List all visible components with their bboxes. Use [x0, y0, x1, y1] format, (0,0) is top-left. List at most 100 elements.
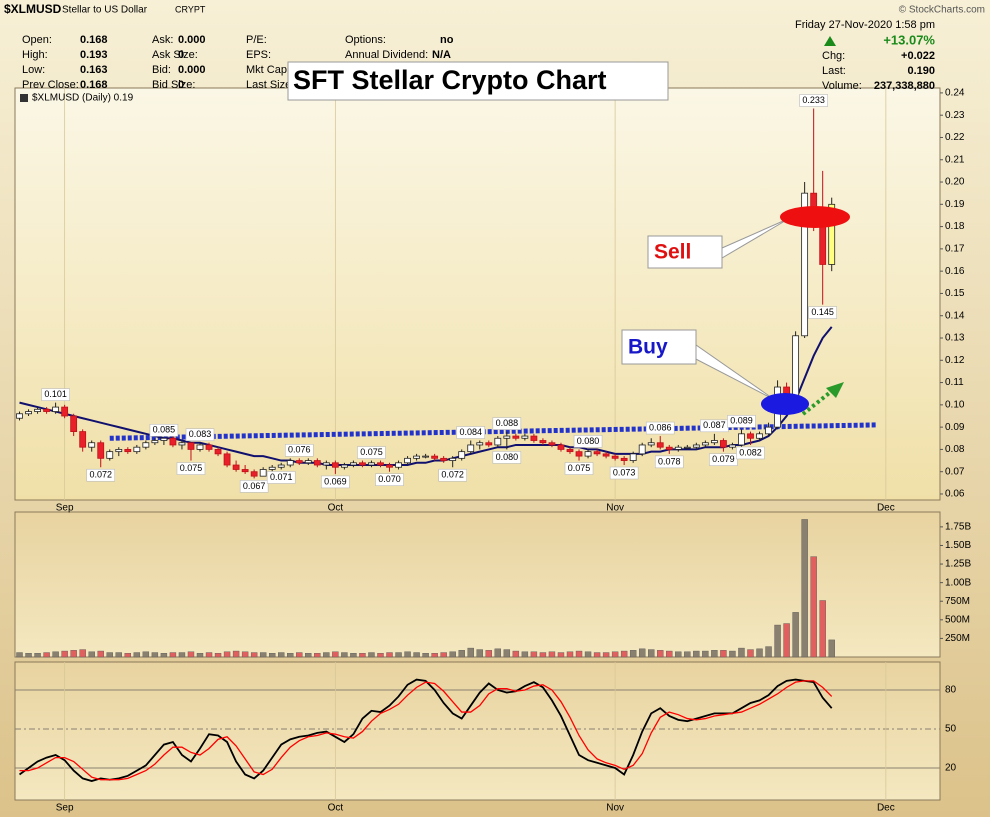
volume-bar: [530, 651, 538, 658]
candle-body: [97, 442, 105, 459]
candle-body: [584, 451, 592, 457]
volume-bar: [648, 649, 655, 658]
price-label: 0.069: [324, 476, 347, 486]
legend-icon: [20, 94, 28, 102]
volume-bar: [575, 650, 583, 658]
volume-bar: [512, 650, 520, 658]
candle-body: [43, 408, 50, 412]
price-label: 0.083: [189, 429, 212, 439]
candle-body: [359, 462, 366, 466]
price-label: 0.080: [496, 452, 519, 462]
price-label: 0.072: [441, 470, 464, 480]
field-value: 0: [178, 49, 184, 61]
volume-bar: [169, 652, 177, 658]
price-label: 0.075: [568, 463, 591, 473]
buy-label: Buy: [628, 336, 668, 359]
candle-body: [801, 192, 809, 337]
volume-bar: [25, 653, 32, 658]
volume-bar: [738, 647, 745, 658]
stoch-line: [18, 678, 833, 782]
y-tick-label: 50: [945, 724, 957, 735]
volume-bar: [386, 652, 393, 658]
y-tick-label: 0.10: [945, 399, 965, 410]
label-box: [808, 306, 837, 319]
x-tick-label: Nov: [606, 803, 624, 814]
candle-body: [575, 451, 583, 457]
label-box: [357, 446, 386, 459]
y-tick-label: 20: [945, 763, 957, 774]
volume-bar: [521, 651, 529, 658]
candle-body: [79, 431, 87, 448]
y-tick-label: 0.12: [945, 355, 965, 366]
field-label: Last Size:: [246, 79, 294, 91]
volume-bar: [557, 652, 565, 658]
volume-bar: [467, 647, 474, 658]
candle-body: [422, 455, 430, 458]
price-label: 0.233: [802, 95, 825, 105]
field-value: 237,338,880: [874, 80, 935, 92]
volume-bar: [792, 612, 799, 658]
price-label: 0.078: [658, 456, 681, 466]
candle-body: [268, 466, 276, 470]
y-tick-label: 0.11: [945, 377, 964, 388]
y-tick-label: 0.15: [945, 288, 965, 299]
field-label: Annual Dividend:: [345, 49, 428, 61]
candle-body: [70, 415, 78, 432]
candle-body: [765, 426, 772, 435]
y-tick-label: 0.07: [945, 466, 965, 477]
volume-bar: [97, 650, 104, 658]
volume-bar: [241, 651, 249, 658]
volume-bar: [124, 653, 132, 658]
x-tick-label: Oct: [328, 503, 344, 514]
label-box: [609, 466, 639, 480]
volume-bar: [413, 652, 420, 658]
candle-body: [503, 435, 511, 439]
field-value: 0: [178, 79, 184, 91]
volume-bar: [431, 653, 438, 658]
y-tick-label: 0.13: [945, 333, 965, 344]
price-label: 0.067: [243, 481, 266, 491]
y-tick-label: 0.06: [945, 489, 965, 500]
candle-body: [647, 442, 655, 446]
candle-body: [61, 406, 69, 417]
volume-bar: [323, 652, 330, 658]
y-tick-label: 0.14: [945, 310, 965, 321]
price-label: 0.084: [459, 427, 482, 437]
field-value: +0.022: [901, 50, 935, 62]
candle-body: [440, 457, 448, 461]
header: $XLMUSD Stellar to US Dollar CRYPT © Sto…: [4, 2, 985, 92]
volume-bar: [115, 652, 122, 658]
symbol-name: Stellar to US Dollar: [62, 5, 148, 16]
candle-body: [368, 462, 375, 466]
candle-body: [431, 455, 439, 459]
volume-bar: [287, 653, 294, 658]
volume-bar: [43, 652, 50, 658]
candle-body: [747, 433, 754, 439]
candle-body: [756, 433, 763, 439]
y-tick-label: 750M: [945, 596, 970, 607]
label-box: [321, 475, 350, 489]
y-tick-label: 0.20: [945, 177, 965, 188]
volume-bar: [422, 653, 429, 658]
x-tick-label: Oct: [328, 803, 344, 814]
volume-bar: [702, 650, 709, 658]
field-value: 0.190: [907, 65, 935, 77]
volume-bar: [620, 650, 628, 658]
field-label: P/E:: [246, 34, 267, 46]
volume-bar: [278, 652, 285, 658]
candle-body: [340, 464, 348, 468]
volume-bar: [783, 623, 790, 658]
candle-body: [151, 440, 159, 444]
field-value: 0.000: [178, 34, 206, 46]
candle-body: [458, 451, 466, 459]
price-label: 0.085: [153, 425, 176, 435]
label-box: [185, 428, 215, 442]
volume-bar: [106, 652, 113, 658]
label-box: [709, 453, 738, 466]
volume-bar: [720, 650, 727, 658]
y-tick-label: 0.08: [945, 444, 965, 455]
candle-body: [557, 444, 565, 450]
label-box: [799, 94, 828, 107]
volume-bar: [810, 556, 817, 658]
field-value: 0.000: [178, 64, 206, 76]
